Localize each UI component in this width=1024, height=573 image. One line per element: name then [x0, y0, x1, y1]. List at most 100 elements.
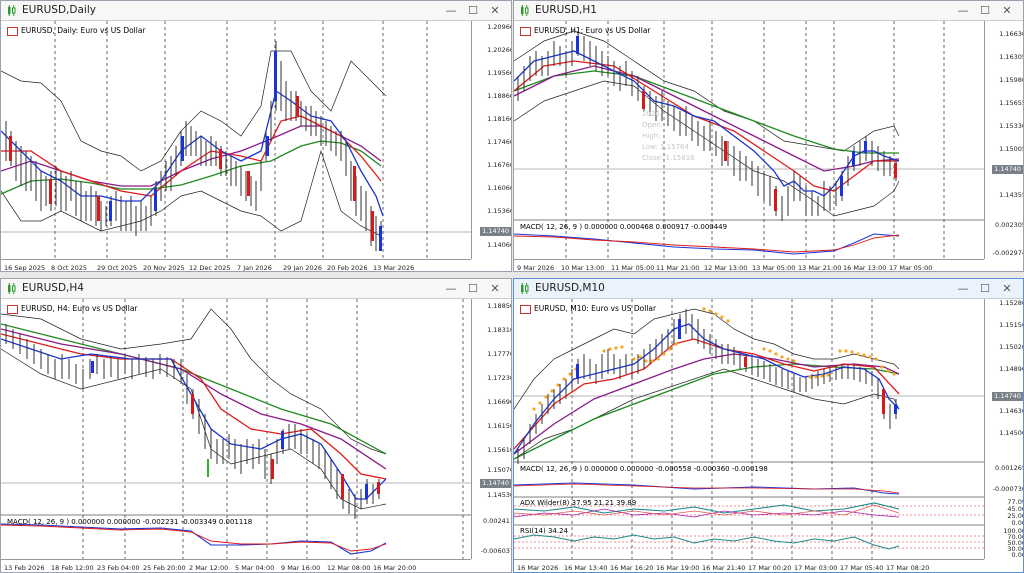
time-tick: 20 Feb 2026	[327, 264, 368, 272]
time-tick: 29 Oct 2025	[97, 264, 138, 272]
tooltip-line: Open:	[642, 121, 664, 129]
adx-scale-tick: 25.00	[1007, 512, 1023, 520]
price-chart[interactable]	[514, 299, 984, 559]
time-scale[interactable]: 13 Feb 2026 18 Feb 12:00 23 Feb 04:00 25…	[1, 559, 471, 572]
time-scale[interactable]: 16 Sep 2025 8 Oct 2025 29 Oct 2025 20 No…	[1, 259, 471, 272]
candlestick-icon	[521, 283, 529, 294]
price-scale[interactable]: 1.16630 1.16305 1.15980 1.15655 1.15330 …	[984, 21, 1024, 259]
minimize-button[interactable]: —	[445, 4, 457, 17]
tooltip-line: 2026.	[642, 110, 663, 118]
chart-window-daily[interactable]: EURUSD,Daily — ☐ ✕ EURUSD, Daily: Euro v…	[0, 0, 512, 272]
minimize-button[interactable]: —	[957, 282, 969, 295]
time-tick: 12 Mar 08:00	[327, 564, 371, 572]
window-title: EURUSD,M10	[535, 282, 605, 294]
price-tick: 1.15070	[487, 466, 512, 474]
tooltip-line: Low: 1.15764	[642, 143, 689, 151]
window-titlebar[interactable]: EURUSD,Daily — ☐ ✕	[1, 1, 511, 21]
price-chart[interactable]	[1, 299, 471, 559]
candlestick-icon	[521, 5, 529, 16]
chart-symbol-label: EURUSD, M10: Euro vs US Dollar	[520, 304, 656, 314]
close-button[interactable]: ✕	[490, 282, 500, 295]
time-tick: 13 Mar 2026	[373, 264, 415, 272]
price-tick: 1.18860	[487, 92, 512, 100]
window-title: EURUSD,H1	[535, 4, 597, 16]
price-scale[interactable]: 1.15280 1.15150 1.15020 1.14890 1.14740 …	[984, 299, 1024, 559]
time-tick: 13 Mar 21:00	[798, 264, 842, 272]
price-tick: 1.14890	[999, 365, 1024, 373]
price-tick: 1.15150	[999, 321, 1024, 329]
window-titlebar[interactable]: EURUSD,M10 — ☐ ✕	[514, 279, 1023, 299]
price-chart[interactable]	[1, 21, 471, 259]
candlestick-icon	[8, 283, 16, 294]
close-button[interactable]: ✕	[1002, 4, 1012, 17]
time-tick: 17 Mar 08:20	[886, 564, 930, 572]
close-button[interactable]: ✕	[490, 4, 500, 17]
window-titlebar[interactable]: EURUSD,H4 — ☐ ✕	[1, 279, 511, 299]
price-tick: 1.18160	[487, 115, 512, 123]
time-tick: 7 Jan 2026	[237, 264, 272, 272]
price-scale[interactable]: 1.20960 1.20260 1.19560 1.18860 1.18160 …	[471, 21, 512, 259]
price-tick: 1.15280	[999, 299, 1024, 307]
time-tick: 9 Mar 16:00	[281, 564, 321, 572]
time-scale[interactable]: 9 Mar 2026 10 Mar 13:00 11 Mar 05:00 11 …	[514, 259, 984, 272]
price-tick: 1.18310	[487, 326, 512, 334]
macd-scale-tick: 0.002305	[994, 221, 1024, 229]
price-tick: 1.15005	[999, 145, 1024, 153]
maximize-button[interactable]: ☐	[468, 282, 478, 295]
price-chart[interactable]	[514, 21, 984, 259]
time-scale[interactable]: 16 Mar 2026 16 Mar 13:40 16 Mar 16:20 16…	[514, 559, 984, 572]
close-button[interactable]: ✕	[1002, 282, 1012, 295]
price-tick: 1.17460	[487, 138, 512, 146]
current-price-label: 1.14740	[480, 479, 511, 488]
price-tick: 1.16630	[999, 30, 1024, 38]
time-tick: 16 Mar 19:00	[656, 564, 700, 572]
price-tick: 1.17230	[487, 374, 512, 382]
maximize-button[interactable]: ☐	[980, 282, 990, 295]
minimize-button[interactable]: —	[445, 282, 457, 295]
price-tick: 1.14500	[999, 429, 1024, 437]
price-tick: 1.14355	[999, 191, 1024, 199]
chart-window-h1[interactable]: EURUSD,H1 — ☐ ✕ EURUSD, H1: Euro vs US D…	[513, 0, 1024, 272]
data-window-tooltip: 2026. Open: High: Low: 1.15764 Close: 1.…	[642, 109, 695, 164]
price-tick: 1.16060	[487, 184, 512, 192]
current-price-label: 1.14740	[480, 227, 511, 236]
time-tick: 12 Dec 2025	[189, 264, 231, 272]
current-price-label: 1.14740	[992, 165, 1023, 174]
adx-scale-tick: 0.00	[1011, 519, 1023, 527]
price-tick: 1.20960	[487, 23, 512, 31]
price-tick: 1.20260	[487, 46, 512, 54]
time-tick: 16 Mar 20:00	[373, 564, 417, 572]
chart-symbol-label: EURUSD, Daily: Euro vs US Dollar	[7, 26, 146, 36]
time-tick: 10 Mar 13:00	[561, 264, 605, 272]
chart-symbol-text: EURUSD, Daily: Euro vs US Dollar	[21, 26, 146, 35]
time-tick: 17 Mar 03:00	[794, 564, 838, 572]
adx-label: ADX Wilder(8) 37.95 21.21 39.89	[520, 499, 637, 507]
macd-label: MACD( 12, 26, 9 ) 0.000000 0.000000 -0.0…	[520, 465, 768, 473]
chart-window-m10[interactable]: EURUSD,M10 — ☐ ✕	[513, 278, 1024, 573]
price-tick: 1.14530	[487, 491, 512, 499]
time-tick: 23 Feb 04:00	[97, 564, 140, 572]
price-tick: 1.16150	[487, 422, 512, 430]
maximize-button[interactable]: ☐	[468, 4, 478, 17]
window-titlebar[interactable]: EURUSD,H1 — ☐ ✕	[514, 1, 1023, 21]
chart-info-icon	[7, 304, 18, 314]
chart-symbol-text: EURUSD, H1: Euro vs US Dollar	[534, 26, 651, 35]
minimize-button[interactable]: —	[957, 4, 969, 17]
window-title: EURUSD,Daily	[22, 4, 96, 16]
price-tick: 1.16690	[487, 398, 512, 406]
time-tick: 2 Mar 12:00	[189, 564, 229, 572]
maximize-button[interactable]: ☐	[980, 4, 990, 17]
time-tick: 9 Mar 2026	[517, 264, 555, 272]
rsi-scale-tick: 30.00	[1007, 545, 1023, 553]
chart-window-h4[interactable]: EURUSD,H4 — ☐ ✕ EURUSD, H4: Euro vs US D…	[0, 278, 512, 573]
price-tick: 1.18850	[487, 302, 512, 310]
time-tick: 13 Feb 2026	[4, 564, 45, 572]
rsi-scale-tick: 0.00	[1011, 551, 1023, 559]
price-tick: 1.16305	[999, 53, 1024, 61]
time-tick: 11 Mar 21:00	[656, 264, 700, 272]
window-title: EURUSD,H4	[22, 282, 84, 294]
time-tick: 11 Mar 05:00	[611, 264, 655, 272]
price-tick: 1.15020	[999, 343, 1024, 351]
price-scale[interactable]: 1.18850 1.18310 1.17770 1.17230 1.16690 …	[471, 299, 512, 559]
chart-info-icon	[7, 26, 18, 36]
